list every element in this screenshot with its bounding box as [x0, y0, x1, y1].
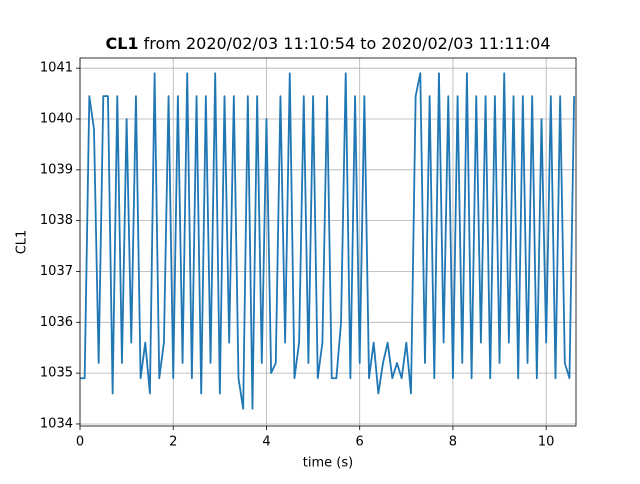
y-tick-label: 1041	[40, 61, 73, 76]
chart-title: CL1 from 2020/02/03 11:10:54 to 2020/02/…	[105, 34, 550, 53]
x-tick-label: 4	[262, 435, 270, 450]
y-tick-label: 1039	[40, 162, 73, 177]
y-tick-label: 1037	[40, 264, 73, 279]
y-tick-label: 1038	[40, 213, 73, 228]
x-tick-label: 8	[449, 435, 457, 450]
x-tick-label: 2	[169, 435, 177, 450]
y-tick-label: 1035	[40, 366, 73, 381]
y-tick-label: 1034	[40, 416, 73, 431]
plot-frame	[79, 57, 577, 427]
x-tick-label: 0	[76, 435, 84, 450]
title-text: from 2020/02/03 11:10:54 to 2020/02/03 1…	[144, 34, 551, 53]
title-bold: CL1	[105, 34, 138, 53]
y-tick-label: 1040	[40, 111, 73, 126]
data-line	[80, 72, 576, 410]
x-tick-label: 10	[538, 435, 555, 450]
x-tick-label: 6	[356, 435, 364, 450]
y-tick-label: 1036	[40, 315, 73, 330]
y-axis-label: CL1	[15, 230, 30, 255]
x-axis-label: time (s)	[303, 456, 353, 471]
